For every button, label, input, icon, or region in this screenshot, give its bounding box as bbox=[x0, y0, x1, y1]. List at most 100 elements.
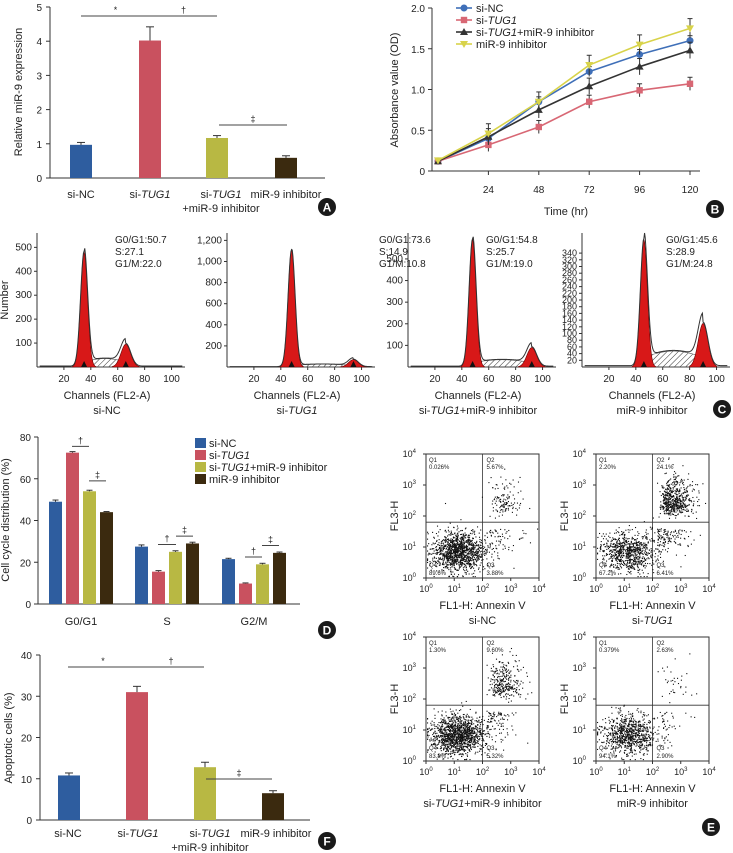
scatter-dot bbox=[488, 736, 490, 738]
scatter-dot bbox=[606, 542, 608, 544]
scatter-dot bbox=[623, 542, 625, 544]
scatter-dot bbox=[455, 733, 457, 735]
scatter-dot bbox=[468, 564, 470, 566]
scatter-dot bbox=[447, 725, 450, 728]
scatter-dot bbox=[513, 486, 515, 488]
scatter-dot bbox=[605, 560, 608, 562]
scatter-dot bbox=[458, 728, 460, 730]
scatter-dot bbox=[659, 506, 661, 508]
scatter-dot bbox=[623, 545, 625, 547]
scatter-dot bbox=[497, 681, 499, 683]
scatter-dot bbox=[460, 533, 463, 535]
scatter-dot bbox=[452, 551, 454, 553]
scatter-dot bbox=[615, 542, 618, 544]
y-tick-label: 500 bbox=[386, 254, 403, 265]
scatter-dot bbox=[454, 556, 456, 558]
scatter-dot bbox=[441, 563, 444, 566]
scatter-dot bbox=[447, 543, 449, 545]
scatter-dot bbox=[468, 716, 470, 718]
scatter-dot bbox=[447, 552, 449, 554]
scatter-dot bbox=[468, 540, 470, 542]
scatter-dot bbox=[670, 532, 672, 534]
scatter-dot bbox=[611, 558, 613, 560]
y-tick-label: 200 bbox=[205, 341, 222, 352]
scatter-dot bbox=[497, 689, 499, 691]
scatter-points bbox=[427, 468, 539, 578]
scatter-dot bbox=[468, 573, 470, 575]
stat-label: S:27.1 bbox=[115, 247, 144, 258]
scatter-dot bbox=[632, 538, 634, 540]
scatter-dot bbox=[618, 550, 620, 552]
scatter-dot bbox=[505, 675, 507, 677]
scatter-dot bbox=[665, 492, 667, 494]
scatter-dot bbox=[658, 516, 660, 518]
scatter-dot bbox=[495, 678, 497, 680]
scatter-dot bbox=[439, 728, 441, 730]
scatter-dot bbox=[456, 563, 458, 565]
scatter-dot bbox=[444, 552, 446, 554]
scatter-dot bbox=[468, 725, 470, 727]
scatter-dot bbox=[435, 549, 437, 552]
scatter-dot bbox=[510, 679, 512, 681]
scatter-dot bbox=[666, 501, 668, 503]
scatter-dot bbox=[503, 505, 505, 507]
scatter-dot bbox=[507, 685, 509, 687]
scatter-dot bbox=[482, 739, 484, 741]
scatter-dot bbox=[457, 548, 459, 550]
scatter-dot bbox=[702, 483, 704, 485]
scatter-dot bbox=[644, 544, 646, 546]
scatter-dot bbox=[653, 563, 655, 565]
scatter-dot bbox=[461, 561, 463, 564]
data-point bbox=[460, 16, 468, 24]
scatter-dot bbox=[497, 497, 500, 499]
scatter-dot bbox=[469, 732, 471, 734]
scatter-dot bbox=[505, 669, 507, 671]
scatter-dot bbox=[449, 561, 451, 563]
scatter-dot bbox=[470, 559, 472, 561]
scatter-dot bbox=[448, 552, 450, 554]
scatter-dot bbox=[697, 505, 699, 507]
scatter-dot bbox=[470, 723, 472, 725]
scatter-dot bbox=[463, 545, 465, 547]
scatter-dot bbox=[437, 560, 440, 562]
scatter-dot bbox=[470, 748, 472, 751]
scatter-dot bbox=[632, 553, 634, 555]
scatter-dot bbox=[623, 540, 625, 542]
scatter-dot bbox=[460, 730, 462, 732]
scatter-dot bbox=[464, 730, 466, 732]
scatter-dot bbox=[449, 741, 451, 743]
scatter-dot bbox=[671, 496, 673, 498]
scatter-dot bbox=[512, 507, 514, 510]
scatter-dot bbox=[504, 690, 506, 692]
scatter-dot bbox=[464, 535, 466, 537]
scatter-dot bbox=[500, 498, 502, 500]
scatter-dot bbox=[501, 671, 503, 673]
scatter-dot bbox=[450, 544, 452, 546]
y-tick-label: 2 bbox=[36, 106, 42, 117]
scatter-dot bbox=[510, 694, 512, 696]
scatter-dot bbox=[469, 534, 471, 536]
scatter-dot bbox=[446, 550, 448, 553]
y-tick-label: 100 bbox=[562, 329, 577, 339]
scatter-dot bbox=[461, 542, 463, 544]
scatter-dot bbox=[644, 554, 647, 556]
scatter-dot bbox=[430, 569, 432, 571]
scatter-dot bbox=[452, 727, 454, 729]
scatter-dot bbox=[683, 503, 685, 505]
scatter-dot bbox=[481, 750, 483, 752]
scatter-dot bbox=[514, 675, 516, 677]
scatter-dot bbox=[511, 688, 513, 690]
scatter-dot bbox=[455, 743, 457, 745]
scatter-dot bbox=[461, 551, 464, 553]
scatter-dot bbox=[464, 721, 467, 724]
scatter-dot bbox=[508, 715, 510, 717]
scatter-dot bbox=[470, 732, 472, 734]
scatter-dot bbox=[665, 492, 668, 494]
scatter-dot bbox=[478, 549, 481, 551]
scatter-dot bbox=[467, 726, 469, 728]
scatter-dot bbox=[466, 550, 468, 552]
scatter-dot bbox=[443, 732, 445, 734]
scatter-dot bbox=[496, 484, 498, 486]
scatter-dot bbox=[665, 503, 667, 505]
scatter-dot bbox=[674, 508, 676, 510]
